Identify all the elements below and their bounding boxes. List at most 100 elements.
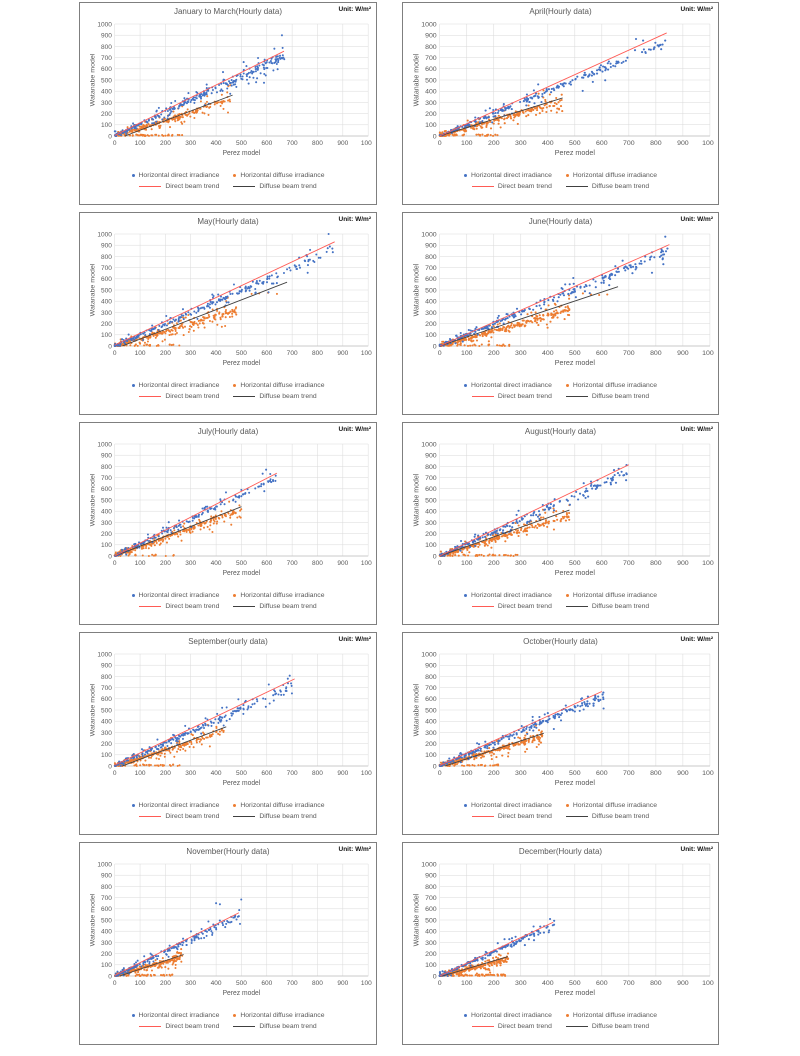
legend-row-trends: Direct beam trend Diffuse beam trend: [407, 391, 714, 402]
svg-text:500: 500: [569, 140, 581, 147]
svg-text:400: 400: [211, 350, 222, 357]
svg-text:800: 800: [312, 560, 323, 567]
svg-text:600: 600: [596, 560, 608, 567]
legend-label-diffuse-points: Horizontal diffuse irradiance: [240, 382, 325, 389]
svg-text:400: 400: [542, 560, 554, 567]
svg-text:1000: 1000: [421, 231, 437, 238]
svg-text:400: 400: [101, 298, 112, 305]
legend-row-points: Horizontal direct irradiance Horizontal …: [407, 800, 714, 811]
svg-text:1000: 1000: [361, 980, 372, 987]
direct-trend-line-icon: [471, 396, 494, 397]
svg-text:1000: 1000: [97, 21, 112, 28]
svg-text:0: 0: [433, 133, 437, 140]
legend-item-diffuse-trend: Diffuse beam trend: [565, 181, 649, 192]
legend-row-points: Horizontal direct irradiance Horizontal …: [407, 590, 714, 601]
chart-title: August(Hourly data): [524, 427, 597, 436]
chart-legend: Horizontal direct irradiance Horizontal …: [407, 1010, 714, 1032]
svg-text:800: 800: [312, 140, 323, 147]
chart-title: November(Hourly data): [186, 847, 270, 856]
chart-header: October(Hourly data) Unit: W/m²: [407, 636, 714, 648]
svg-text:1000: 1000: [361, 140, 372, 147]
chart-legend: Horizontal direct irradiance Horizontal …: [407, 170, 714, 192]
direct-irradiance-dot-icon: [131, 804, 135, 807]
unit-label: Unit: W/m²: [338, 636, 372, 643]
legend-item-diffuse-trend: Diffuse beam trend: [565, 391, 649, 402]
svg-text:500: 500: [101, 497, 112, 504]
legend-item-direct-trend: Direct beam trend: [471, 391, 552, 402]
legend-item-direct-points: Horizontal direct irradiance: [131, 1010, 219, 1021]
scatter-plot: 0 0 100 100 200 200 300 300 400 400 500 500 600 600 70…: [84, 858, 372, 1010]
svg-text:600: 600: [101, 276, 112, 283]
svg-text:900: 900: [337, 140, 348, 147]
legend-label-direct-points: Horizontal direct irradiance: [471, 382, 552, 389]
svg-text:900: 900: [425, 663, 437, 670]
direct-trend-line-icon: [139, 1026, 162, 1027]
svg-text:700: 700: [101, 685, 112, 692]
svg-text:500: 500: [101, 707, 112, 714]
chart-panel: January to March(Hourly data) Unit: W/m²…: [79, 2, 377, 205]
legend-item-diffuse-trend: Diffuse beam trend: [233, 181, 317, 192]
svg-text:800: 800: [650, 560, 662, 567]
svg-text:400: 400: [211, 560, 222, 567]
svg-text:600: 600: [425, 486, 437, 493]
legend-item-direct-trend: Direct beam trend: [471, 1021, 552, 1032]
svg-text:900: 900: [337, 980, 348, 987]
svg-text:400: 400: [542, 770, 554, 777]
legend-label-direct-trend: Direct beam trend: [165, 603, 220, 610]
svg-text:200: 200: [488, 560, 500, 567]
svg-text:800: 800: [312, 770, 323, 777]
svg-text:900: 900: [677, 350, 689, 357]
scatter-plot: 0 0 100 100 200 200 300 300 400 400 500 500 600 600 70…: [407, 18, 714, 170]
svg-text:300: 300: [515, 350, 527, 357]
svg-text:300: 300: [515, 140, 527, 147]
svg-text:700: 700: [287, 770, 298, 777]
svg-text:400: 400: [542, 140, 554, 147]
svg-text:200: 200: [101, 951, 112, 958]
chart-header: January to March(Hourly data) Unit: W/m²: [84, 6, 372, 18]
svg-text:500: 500: [569, 350, 581, 357]
chart-title: October(Hourly data): [523, 637, 598, 646]
chart-panel: October(Hourly data) Unit: W/m² 0 0 100 100…: [402, 632, 719, 835]
legend-label-direct-points: Horizontal direct irradiance: [138, 382, 220, 389]
svg-text:700: 700: [623, 770, 635, 777]
legend-label-direct-trend: Direct beam trend: [165, 183, 220, 190]
svg-text:900: 900: [101, 452, 112, 459]
svg-text:Watanabe model: Watanabe model: [90, 53, 97, 106]
legend-row-points: Horizontal direct irradiance Horizontal …: [84, 380, 372, 391]
svg-text:800: 800: [650, 350, 662, 357]
diffuse-irradiance-dot-icon: [565, 174, 569, 177]
svg-text:0: 0: [433, 343, 437, 350]
svg-text:900: 900: [677, 560, 689, 567]
svg-text:900: 900: [101, 242, 112, 249]
svg-text:800: 800: [650, 140, 662, 147]
svg-text:500: 500: [101, 287, 112, 294]
scatter-plot: 0 0 100 100 200 200 300 300 400 400 500 500 600 600 70…: [407, 648, 714, 800]
svg-text:800: 800: [101, 884, 112, 891]
svg-text:Perez model: Perez model: [555, 149, 596, 157]
legend-item-diffuse-points: Horizontal diffuse irradiance: [565, 800, 657, 811]
legend-item-diffuse-points: Horizontal diffuse irradiance: [233, 590, 324, 601]
chart-title: April(Hourly data): [529, 7, 592, 16]
diffuse-trend-line-icon: [565, 816, 588, 817]
svg-text:200: 200: [425, 531, 437, 538]
svg-text:700: 700: [425, 685, 437, 692]
svg-text:800: 800: [101, 464, 112, 471]
legend-item-direct-points: Horizontal direct irradiance: [464, 1010, 552, 1021]
legend-row-points: Horizontal direct irradiance Horizontal …: [84, 800, 372, 811]
legend-label-diffuse-trend: Diffuse beam trend: [591, 1023, 650, 1030]
svg-text:500: 500: [425, 77, 437, 84]
diffuse-trend-line-icon: [565, 606, 588, 607]
svg-text:Watanabe model: Watanabe model: [412, 53, 420, 106]
svg-text:200: 200: [101, 531, 112, 538]
legend-item-diffuse-trend: Diffuse beam trend: [565, 1021, 650, 1032]
svg-text:Perez model: Perez model: [223, 360, 261, 367]
diffuse-trend-line-icon: [233, 606, 256, 607]
direct-irradiance-dot-icon: [464, 384, 468, 387]
svg-text:900: 900: [337, 770, 348, 777]
legend-label-diffuse-points: Horizontal diffuse irradiance: [572, 592, 657, 599]
chart-header: August(Hourly data) Unit: W/m²: [407, 426, 714, 438]
svg-text:1000: 1000: [97, 651, 112, 658]
legend-row-trends: Direct beam trend Diffuse beam trend: [84, 391, 372, 402]
direct-trend-line-icon: [139, 396, 162, 397]
svg-text:600: 600: [261, 560, 272, 567]
